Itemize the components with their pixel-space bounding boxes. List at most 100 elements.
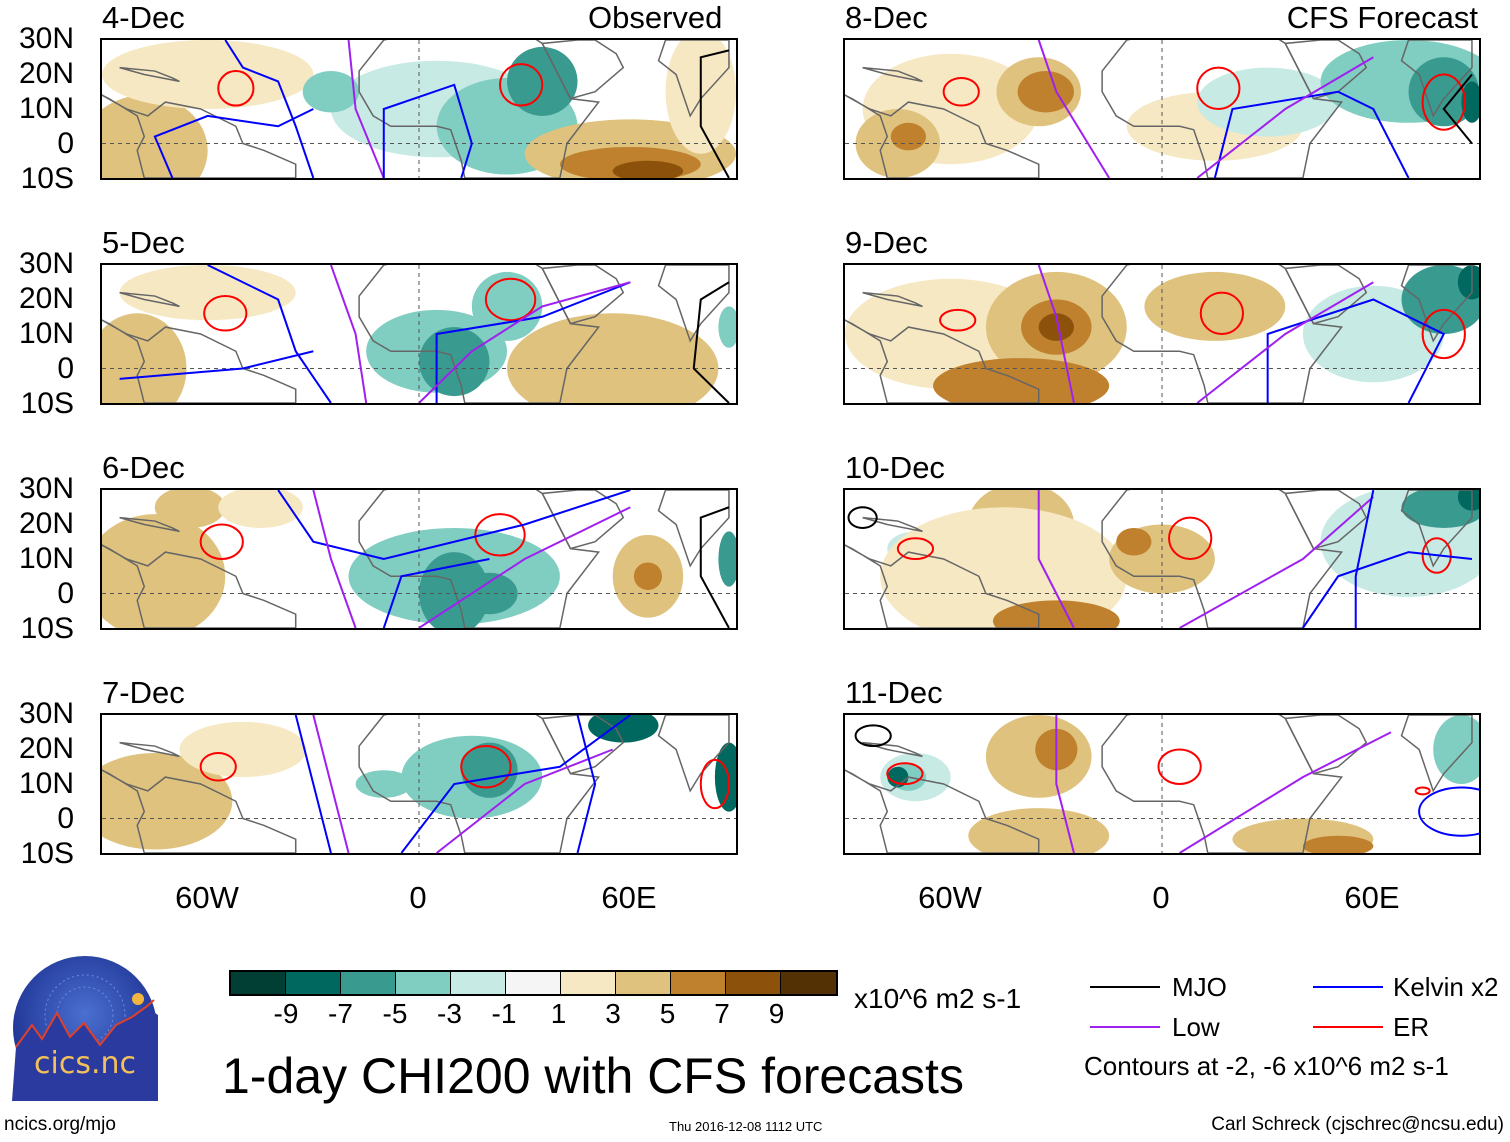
coastline [1102, 715, 1342, 853]
wave-contour [578, 715, 596, 853]
colorbar-label: 9 [768, 998, 785, 1029]
y-tick-label: 20N [18, 282, 74, 315]
map-panel-5-Dec [100, 263, 738, 405]
coastline [1285, 40, 1366, 99]
coastline [102, 770, 296, 853]
colorbar-units: x10^6 m2 s-1 [854, 983, 1022, 1014]
wave-contour [296, 715, 331, 853]
wave-contour [1039, 40, 1109, 178]
coastline [659, 265, 729, 341]
panel-date: 10-Dec [845, 450, 945, 485]
map-panel-6-Dec [100, 488, 738, 630]
map-panel-9-Dec [843, 263, 1481, 405]
colorbar-swatch [451, 972, 506, 994]
wave-contour [349, 40, 384, 178]
coastline [863, 743, 923, 757]
map-panel-8-Dec [843, 38, 1481, 180]
wave-contour [1423, 75, 1465, 130]
coastline [845, 320, 1039, 403]
wave-contour [313, 715, 348, 853]
coastline [659, 40, 729, 116]
wave-contour [155, 109, 313, 178]
chi200-anomaly-region [633, 562, 663, 591]
wave-contour [1180, 732, 1391, 853]
chi200-anomaly-region [718, 306, 736, 348]
coastline [120, 518, 180, 532]
chi200-anomaly-region [1017, 71, 1074, 113]
coastline [359, 490, 599, 628]
coastline [1402, 490, 1472, 566]
coastline [542, 40, 623, 99]
chi200-anomaly-region [1116, 527, 1152, 556]
wave-contour [701, 760, 729, 808]
y-tick-label: 10S [20, 162, 74, 195]
coastline [542, 490, 623, 549]
wave-contour [940, 310, 975, 331]
low-legend-line [1090, 1026, 1160, 1028]
wave-contour [208, 265, 331, 403]
wave-contour [1303, 552, 1472, 628]
coastline [542, 715, 623, 774]
y-tick-label: 30N [18, 697, 74, 730]
colorbar-swatch [616, 972, 671, 994]
colorbar-swatch [506, 972, 561, 994]
footer-url[interactable]: ncics.org/mjo [4, 1114, 116, 1135]
wave-contour [486, 279, 535, 320]
colorbar-label: 5 [659, 998, 676, 1029]
coastline [1102, 490, 1342, 628]
chi200-anomaly-region [119, 265, 296, 321]
wave-contour [701, 507, 729, 628]
contours-note: Contours at -2, -6 x10^6 m2 s-1 [1084, 1051, 1449, 1081]
coastline [120, 743, 180, 757]
chi200-anomaly-region [714, 742, 736, 812]
map-panel-7-Dec [100, 713, 738, 855]
wave-contour [1039, 265, 1074, 403]
footer-credit: Carl Schreck (cjschrec@ncsu.edu) [1211, 1114, 1504, 1135]
chi200-anomaly-region [507, 313, 719, 403]
coastline [102, 95, 296, 178]
x-tick-label: 60W [918, 880, 982, 915]
chi200-anomaly-region [419, 327, 490, 397]
wave-contour [1416, 787, 1430, 794]
wave-contour [437, 282, 631, 403]
chi200-anomaly-region [1457, 490, 1479, 511]
x-tick-label: 60E [1344, 880, 1400, 915]
legend-mjo: MJO [1172, 972, 1227, 1002]
coastline [359, 40, 599, 178]
wave-contour [419, 507, 630, 628]
coastline [845, 95, 1039, 178]
wave-contour [401, 715, 630, 853]
y-tick-label: 10S [20, 387, 74, 420]
y-tick-label: 0 [57, 127, 74, 160]
chi200-anomaly-region [102, 313, 187, 403]
cics-logo: cics.nc [12, 955, 158, 1101]
wave-contour [694, 282, 729, 403]
chi200-anomaly-region [461, 742, 518, 798]
legend-low: Low [1172, 1012, 1220, 1042]
colorbar-label: -3 [437, 998, 462, 1029]
panel-date: 11-Dec [845, 675, 943, 710]
chi200-anomaly-region [179, 721, 307, 778]
coastline [1402, 715, 1472, 791]
panel-date: 4-Dec [102, 0, 185, 35]
coastline [1102, 265, 1342, 403]
mjo-legend-line [1090, 986, 1160, 988]
chi200-anomaly-region [612, 160, 684, 178]
coastline [1102, 40, 1342, 178]
y-tick-label: 30N [18, 472, 74, 505]
legend-kelvin: Kelvin x2 [1393, 972, 1499, 1002]
chi200-anomaly-region [1433, 715, 1479, 784]
y-tick-label: 0 [57, 802, 74, 835]
chi200-anomaly-region [890, 122, 927, 151]
chi200-anomaly-region [933, 358, 1110, 403]
wave-contour [384, 85, 472, 178]
colorbar [229, 970, 838, 996]
wave-contour [1197, 68, 1239, 109]
colorbar-swatch [396, 972, 451, 994]
colorbar-label: 7 [714, 998, 730, 1029]
wave-contour [218, 71, 253, 106]
y-tick-label: 10N [18, 767, 74, 800]
wave-contour [278, 490, 630, 559]
colorbar-label: -7 [328, 998, 353, 1029]
wave-contour [1419, 787, 1479, 835]
